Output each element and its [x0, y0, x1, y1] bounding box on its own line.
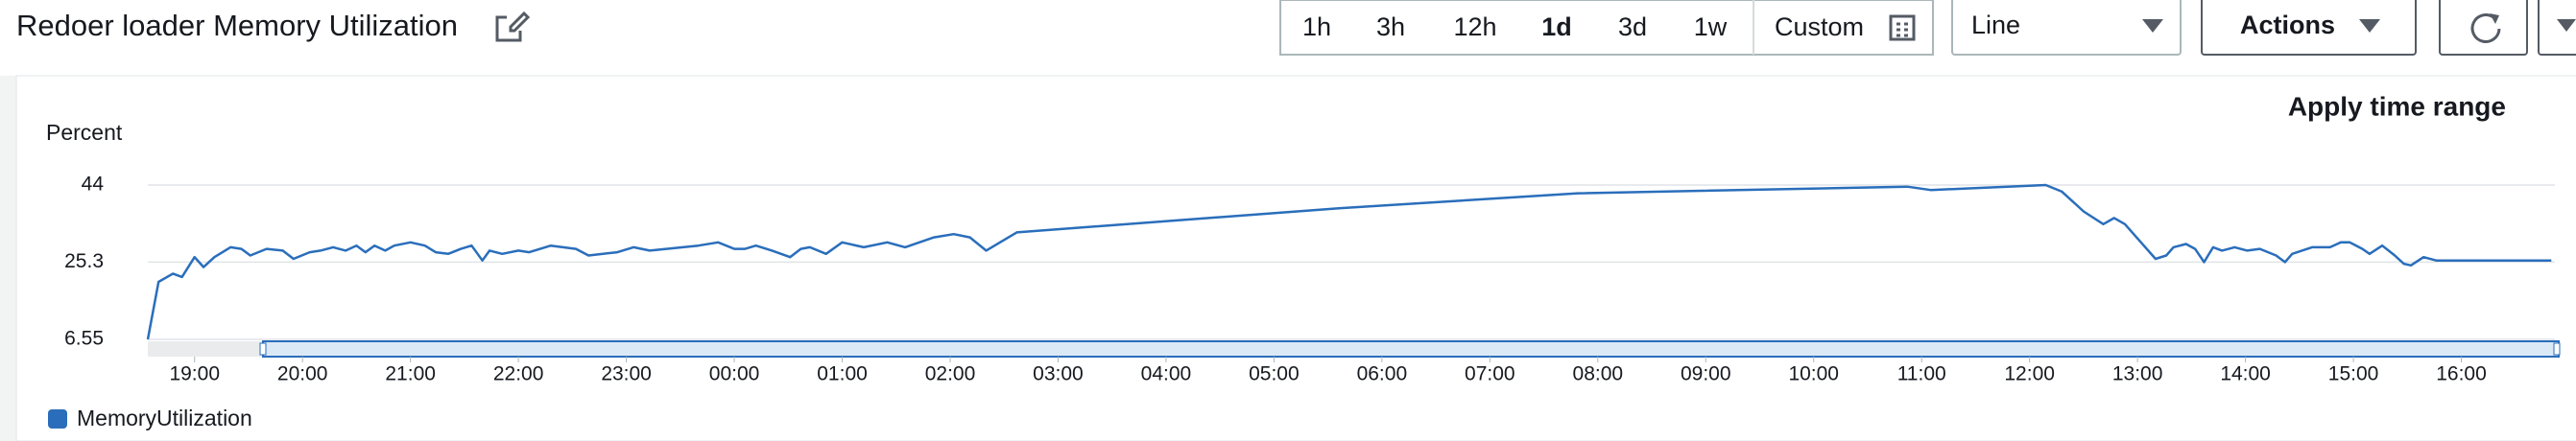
x-tick-label: 05:00 [1249, 363, 1300, 385]
x-tick-label: 06:00 [1357, 363, 1408, 385]
y-tick-label: 6.55 [64, 328, 104, 350]
view-select-label: Line [1971, 11, 2020, 39]
x-tick-label: 19:00 [169, 363, 220, 385]
calendar-icon[interactable] [1889, 14, 1916, 41]
range-option[interactable]: 12h [1453, 12, 1496, 41]
x-tick-label: 23:00 [601, 363, 652, 385]
x-tick-label: 10:00 [1788, 363, 1839, 385]
data-line [146, 183, 2552, 340]
x-tick-label: 22:00 [493, 363, 544, 385]
range-option[interactable]: 1w [1694, 12, 1728, 41]
brush-handle[interactable] [259, 342, 267, 356]
view-select[interactable] [1951, 0, 2182, 56]
x-tick-label: 12:00 [2004, 363, 2055, 385]
legend-label[interactable]: MemoryUtilization [77, 406, 252, 430]
range-option[interactable]: 1d [1541, 12, 1572, 41]
custom-range[interactable]: Custom [1775, 12, 1864, 41]
range-group [1279, 0, 1934, 56]
x-tick-label: 01:00 [817, 363, 868, 385]
brush-selection[interactable] [262, 340, 2560, 358]
refresh-menu[interactable] [2538, 0, 2576, 56]
widget-title: Redoer loader Memory Utilization [16, 9, 458, 42]
caret [2359, 19, 2380, 33]
x-tick-label: 21:00 [385, 363, 436, 385]
x-tick-label: 13:00 [2112, 363, 2163, 385]
refresh-arrow [2490, 13, 2499, 24]
range-option[interactable]: 3h [1376, 12, 1405, 41]
x-tick-label: 09:00 [1681, 363, 1731, 385]
x-tick-label: 00:00 [709, 363, 760, 385]
x-tick-label: 11:00 [1897, 363, 1946, 385]
x-tick-label: 08:00 [1573, 363, 1624, 385]
y-tick-label: 25.3 [64, 250, 104, 272]
refresh-button[interactable] [2439, 0, 2528, 56]
caret [2557, 19, 2576, 32]
apply-time-range[interactable]: Apply time range [2288, 91, 2506, 121]
x-tick-label: 15:00 [2328, 363, 2379, 385]
x-tick-label: 16:00 [2436, 363, 2487, 385]
x-tick-label: 04:00 [1141, 363, 1192, 385]
caret [2142, 19, 2163, 33]
y-tick-label: 44 [82, 174, 105, 196]
x-tick-label: 07:00 [1465, 363, 1515, 385]
brush-handle[interactable] [2553, 342, 2561, 356]
range-option[interactable]: 3d [1618, 12, 1647, 41]
refresh-icon [2470, 13, 2501, 43]
x-tick-label: 02:00 [925, 363, 976, 385]
brush-out [148, 341, 263, 357]
x-tick-label: 20:00 [277, 363, 328, 385]
actions-label: Actions [2240, 11, 2335, 39]
chart-panel [15, 75, 2576, 441]
range-option[interactable]: 1h [1302, 12, 1331, 41]
actions-button[interactable] [2201, 0, 2417, 56]
edit-icon[interactable] [495, 11, 531, 42]
x-tick-label: 14:00 [2220, 363, 2271, 385]
legend-swatch [48, 409, 67, 429]
x-tick-label: 03:00 [1033, 363, 1084, 385]
y-axis-label: Percent [46, 120, 123, 145]
